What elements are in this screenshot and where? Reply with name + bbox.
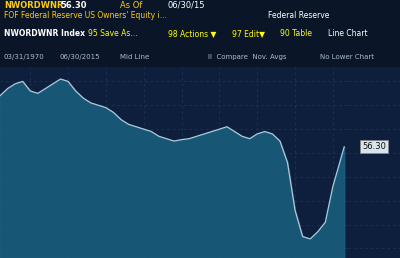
Text: 06/30/15: 06/30/15 [168, 1, 206, 10]
Text: Federal Reserve: Federal Reserve [268, 11, 329, 20]
Text: 90 Table: 90 Table [280, 29, 312, 38]
Text: Line Chart: Line Chart [328, 29, 368, 38]
Text: 56.30: 56.30 [362, 142, 386, 151]
Text: 98 Actions ▼: 98 Actions ▼ [168, 29, 216, 38]
Text: Mid Line: Mid Line [120, 54, 149, 60]
Text: As Of: As Of [120, 1, 142, 10]
Text: 95 Save As...: 95 Save As... [88, 29, 138, 38]
Text: 06/30/2015: 06/30/2015 [60, 54, 100, 60]
Text: II  Compare  Nov. Avgs: II Compare Nov. Avgs [208, 54, 286, 60]
Text: FOF Federal Reserve US Owners' Equity i...: FOF Federal Reserve US Owners' Equity i.… [4, 11, 167, 20]
Text: 03/31/1970: 03/31/1970 [4, 54, 45, 60]
Text: No Lower Chart: No Lower Chart [320, 54, 374, 60]
Text: NWORDWNR Index: NWORDWNR Index [4, 29, 85, 38]
Text: 97 Edit▼: 97 Edit▼ [232, 29, 265, 38]
Text: NWORDWNR: NWORDWNR [4, 1, 64, 10]
Text: 56.30: 56.30 [60, 1, 86, 10]
